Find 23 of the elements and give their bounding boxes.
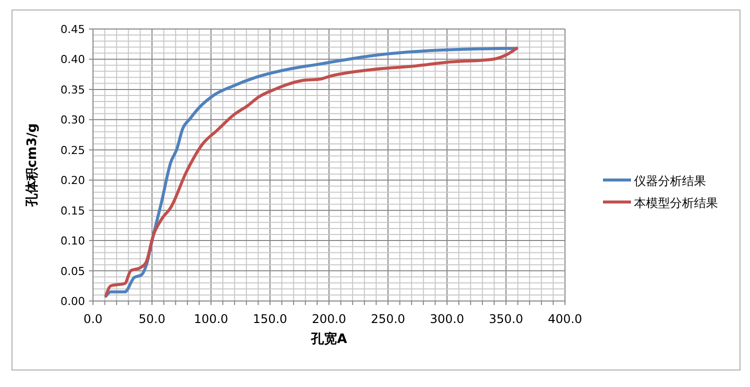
y-tick-label: 0.40 <box>60 53 85 66</box>
x-tick-label: 0.0 <box>83 312 103 326</box>
x-tick-label: 50.0 <box>138 312 166 326</box>
x-tick-label: 350.0 <box>488 312 524 326</box>
y-tick-label: 0.45 <box>60 23 85 36</box>
x-tick-label: 400.0 <box>548 312 582 326</box>
y-tick-label: 0.15 <box>60 204 85 218</box>
y-tick-label: 0.05 <box>60 264 85 278</box>
x-tick-label: 300.0 <box>430 312 464 326</box>
y-tick-label: 0.20 <box>60 174 85 188</box>
x-tick-label: 100.0 <box>194 312 228 326</box>
x-tick-label: 150.0 <box>252 312 288 326</box>
legend-label: 本模型分析结果 <box>634 196 718 210</box>
x-axis-title: 孔宽A <box>310 331 348 347</box>
y-axis-title: 孔体积cm3/g <box>25 123 40 208</box>
y-tick-label: 0.10 <box>60 234 85 248</box>
x-tick-label: 200.0 <box>312 312 346 326</box>
x-tick-label: 250.0 <box>370 312 406 326</box>
y-tick-label: 0.30 <box>60 114 85 127</box>
y-tick-label: 0.25 <box>60 144 85 157</box>
y-tick-label: 0.00 <box>60 295 85 308</box>
y-tick-label: 0.35 <box>60 83 85 96</box>
legend-label: 仪器分析结果 <box>634 174 706 188</box>
